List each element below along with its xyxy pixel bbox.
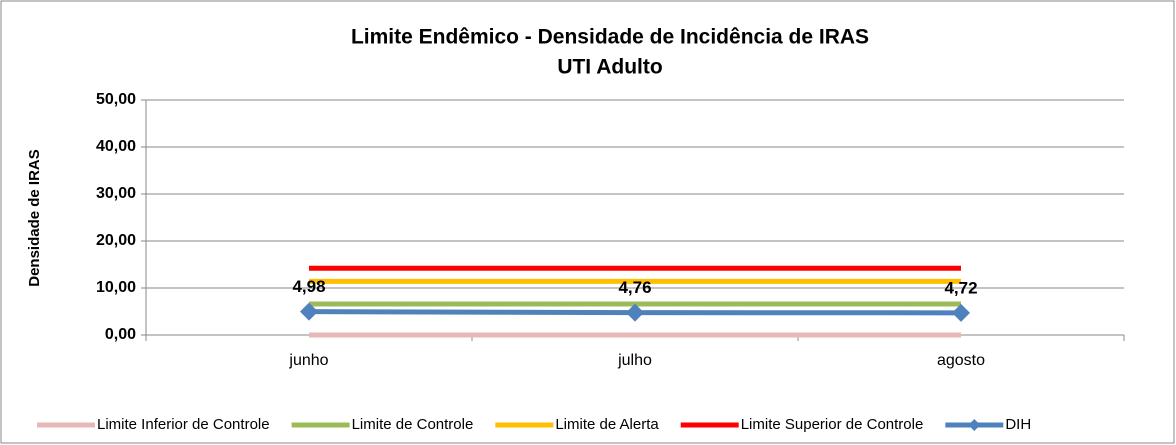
legend-label: Limite Inferior de Controle [97, 416, 270, 433]
legend-label: Limite de Alerta [555, 416, 659, 433]
data-label: 4,76 [618, 278, 651, 297]
legend-marker [968, 419, 981, 431]
x-tick-label: julho [617, 352, 652, 369]
legend-label: Limite de Controle [352, 416, 474, 433]
legend-label: Limite Superior de Controle [741, 416, 924, 433]
y-tick-label: 0,00 [105, 326, 136, 343]
x-tick-label: agosto [937, 352, 985, 369]
series-marker [626, 303, 644, 322]
chart-title: Limite Endêmico - Densidade de Incidênci… [351, 26, 869, 49]
data-label: 4,72 [944, 278, 977, 297]
legend-label: DIH [1005, 416, 1031, 433]
series-marker [300, 302, 318, 321]
y-axis-label: Densidade de IRAS [26, 149, 43, 287]
chart-subtitle: UTI Adulto [557, 56, 662, 79]
data-label: 4,98 [292, 277, 325, 296]
y-tick-label: 20,00 [96, 232, 136, 249]
y-tick-label: 30,00 [96, 185, 136, 202]
y-tick-label: 10,00 [96, 279, 136, 296]
series-marker [952, 303, 970, 322]
x-tick-label: junho [288, 352, 328, 369]
y-tick-label: 50,00 [96, 91, 136, 108]
y-tick-label: 40,00 [96, 138, 136, 155]
